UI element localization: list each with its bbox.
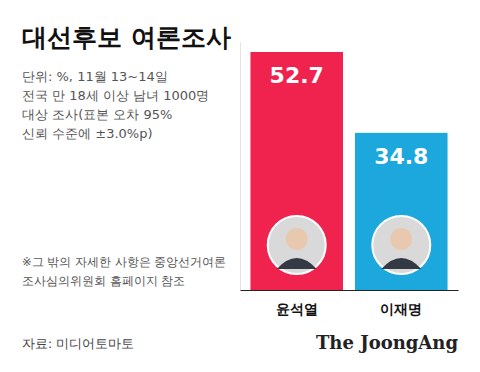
x-tick-label: 이재명	[380, 301, 422, 317]
annotation: ※그 밖의 자세한 사항은 중앙선거여론	[22, 255, 226, 269]
x-axis-line	[241, 290, 459, 291]
y-axis	[240, 42, 241, 290]
portrait-face	[390, 228, 412, 250]
x-tick: 이재명	[380, 290, 422, 317]
subtitle: 전국 만 18세 이상 남녀 1000명	[22, 88, 209, 103]
x-tick-label: 윤석열	[276, 301, 318, 317]
x-tick: 윤석열	[276, 290, 318, 317]
bar	[355, 133, 448, 290]
subtitle: 단위: %, 11월 13~14일	[22, 69, 168, 84]
portrait-body	[277, 258, 317, 269]
portrait-frame	[372, 216, 430, 274]
annotation: 조사심의위원회 홈페이지 참조	[22, 274, 185, 288]
portraits	[268, 216, 431, 274]
subtitle: 대상 조사(표본 오차 95%	[22, 107, 172, 122]
bars	[250, 52, 447, 290]
portrait-body	[381, 258, 421, 269]
portrait	[268, 216, 326, 274]
subtitle: 신뢰 수준에 ±3.0%p)	[22, 126, 153, 141]
x-axis: 윤석열 이재명	[241, 290, 459, 317]
y-axis-line	[240, 42, 241, 290]
portrait-frame	[268, 216, 326, 274]
data-label: 52.7	[270, 63, 324, 88]
source: 자료: 미디어토마토	[22, 336, 134, 351]
data-label: 34.8	[374, 144, 428, 169]
logo: The JoongAng	[316, 332, 458, 353]
chart: 대선후보 여론조사단위: %, 11월 13~14일전국 만 18세 이상 남녀…	[0, 0, 480, 372]
portrait	[372, 216, 430, 274]
portrait-face	[286, 228, 308, 250]
bar	[250, 52, 343, 290]
title: 대선후보 여론조사	[22, 23, 231, 52]
